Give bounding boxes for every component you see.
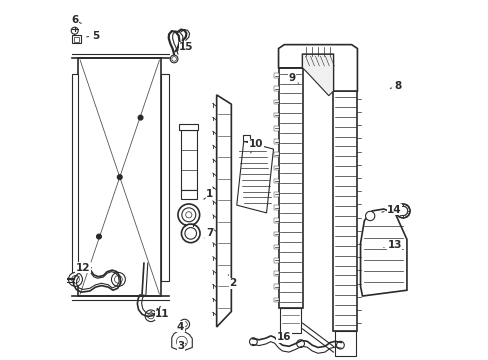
- Circle shape: [145, 310, 156, 321]
- Bar: [273, 152, 278, 157]
- Circle shape: [111, 273, 125, 286]
- Circle shape: [138, 115, 142, 120]
- Text: 2: 2: [228, 275, 236, 288]
- Bar: [273, 258, 278, 263]
- Text: 1: 1: [203, 189, 213, 199]
- Bar: [273, 192, 278, 197]
- Text: 13: 13: [383, 240, 401, 249]
- Bar: [273, 100, 278, 104]
- Bar: [273, 166, 278, 170]
- Text: 16: 16: [276, 332, 291, 342]
- Polygon shape: [216, 95, 231, 327]
- Text: 11: 11: [151, 309, 169, 319]
- Bar: [273, 113, 278, 117]
- Bar: [280, 308, 300, 333]
- Circle shape: [182, 208, 195, 222]
- Circle shape: [71, 275, 79, 283]
- Circle shape: [185, 212, 191, 218]
- Bar: [278, 68, 302, 308]
- Text: 14: 14: [381, 205, 401, 215]
- Bar: [72, 35, 81, 44]
- Text: 9: 9: [287, 73, 298, 83]
- Circle shape: [171, 57, 176, 61]
- Text: 8: 8: [389, 81, 401, 91]
- Text: 12: 12: [76, 263, 92, 273]
- Text: 3: 3: [177, 341, 185, 351]
- Circle shape: [97, 234, 101, 239]
- Circle shape: [147, 313, 154, 319]
- Text: 15: 15: [177, 42, 193, 52]
- Circle shape: [114, 275, 122, 283]
- Bar: [273, 205, 278, 210]
- Bar: [335, 331, 355, 356]
- Circle shape: [184, 228, 196, 239]
- Text: 6: 6: [71, 15, 81, 25]
- Circle shape: [68, 273, 82, 286]
- Bar: [161, 74, 169, 280]
- Circle shape: [176, 336, 187, 347]
- Bar: [273, 219, 278, 223]
- Circle shape: [249, 338, 257, 346]
- Polygon shape: [302, 54, 333, 96]
- Bar: [273, 139, 278, 144]
- Bar: [273, 245, 278, 249]
- Bar: [181, 130, 196, 190]
- Text: 10: 10: [248, 139, 263, 153]
- Circle shape: [71, 27, 78, 34]
- Bar: [333, 91, 357, 331]
- Bar: [273, 179, 278, 184]
- Circle shape: [182, 321, 187, 327]
- Bar: [273, 271, 278, 276]
- Circle shape: [170, 55, 178, 63]
- Bar: [78, 58, 161, 296]
- Circle shape: [117, 175, 122, 179]
- Circle shape: [179, 319, 189, 329]
- Polygon shape: [278, 45, 357, 91]
- Circle shape: [336, 341, 344, 349]
- Circle shape: [365, 211, 374, 221]
- Bar: [273, 126, 278, 131]
- Circle shape: [296, 340, 304, 347]
- Bar: [273, 86, 278, 91]
- Circle shape: [181, 224, 200, 243]
- Circle shape: [178, 204, 199, 226]
- Bar: [273, 231, 278, 236]
- Bar: [73, 36, 79, 42]
- Bar: [181, 190, 196, 199]
- Circle shape: [398, 206, 407, 216]
- Bar: [273, 73, 278, 78]
- Bar: [242, 135, 249, 140]
- Bar: [273, 298, 278, 302]
- Bar: [273, 284, 278, 289]
- Polygon shape: [360, 209, 406, 296]
- Polygon shape: [171, 331, 192, 351]
- Bar: [72, 74, 78, 280]
- Polygon shape: [236, 141, 273, 213]
- Text: 4: 4: [177, 322, 185, 332]
- Bar: [179, 124, 198, 130]
- Text: 7: 7: [204, 228, 213, 238]
- Text: 5: 5: [86, 31, 99, 41]
- Circle shape: [395, 204, 409, 218]
